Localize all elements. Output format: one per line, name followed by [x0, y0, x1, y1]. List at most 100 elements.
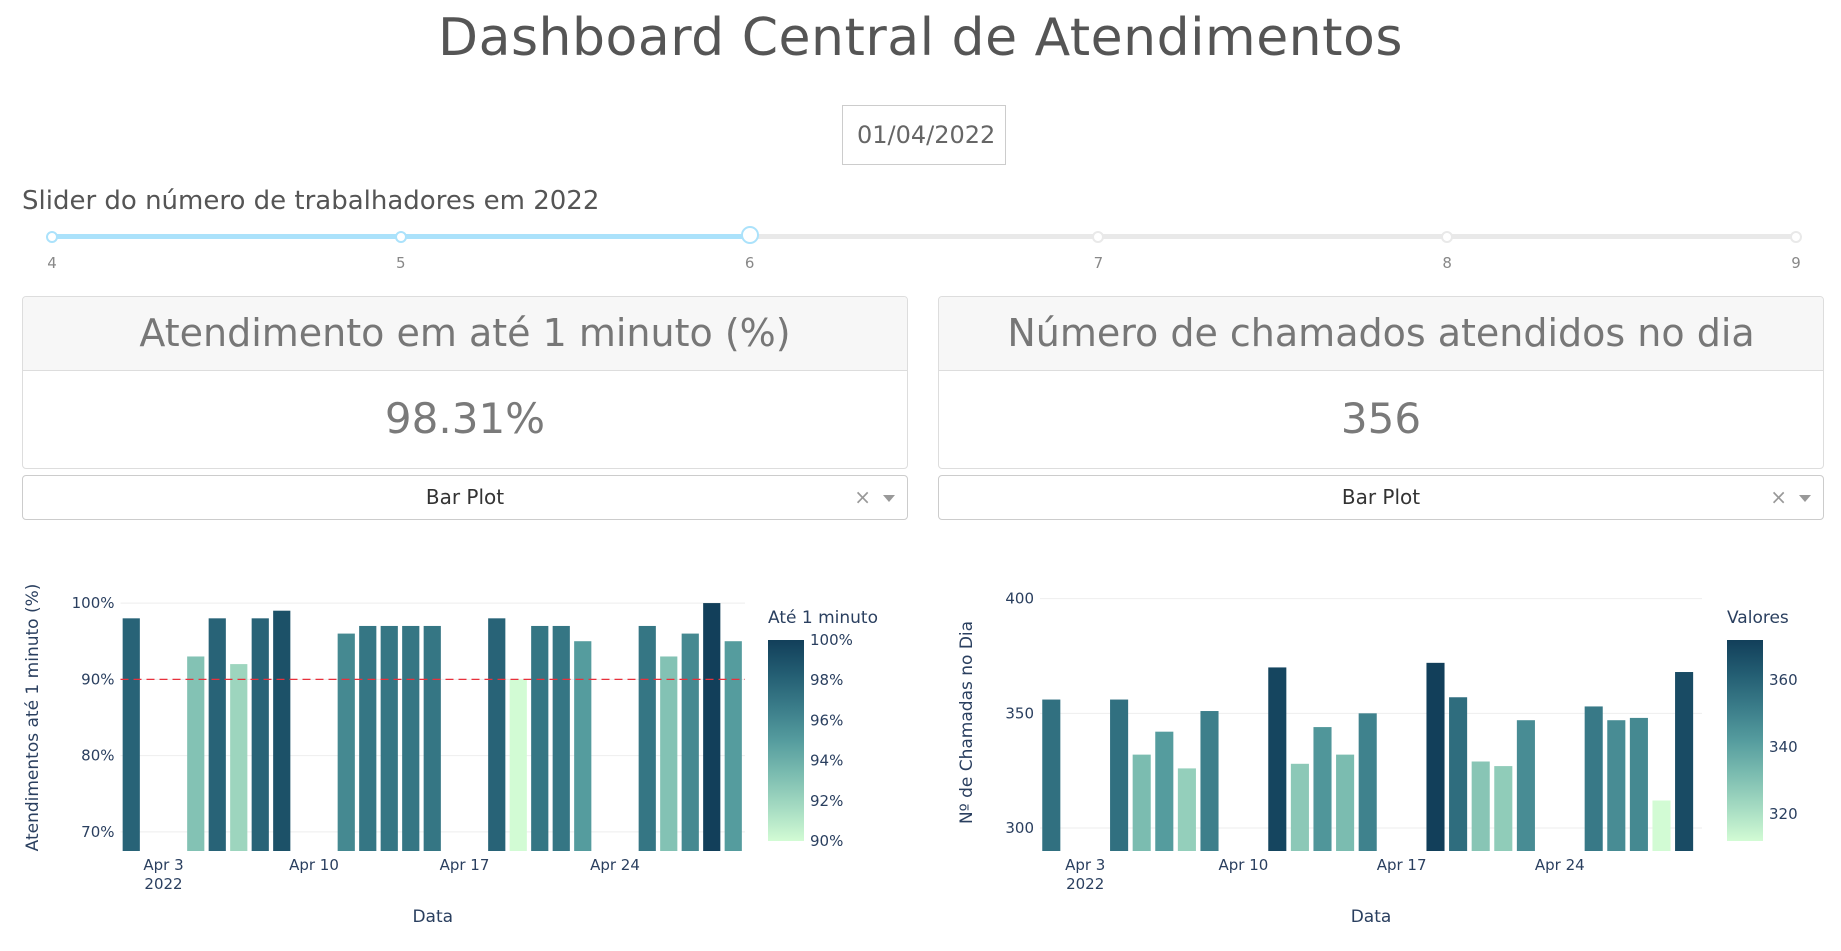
bar — [724, 641, 742, 851]
bar — [552, 625, 570, 851]
bar — [488, 618, 506, 851]
y-tick-label: 80% — [81, 747, 114, 765]
bar — [660, 656, 678, 851]
slider-label: Slider do número de trabalhadores em 202… — [22, 186, 600, 216]
colorbar — [768, 640, 804, 841]
slider-mark-label: 4 — [47, 254, 57, 272]
date-picker-input[interactable]: 01/04/2022 — [842, 105, 1006, 165]
bar — [638, 625, 656, 851]
chevron-down-icon[interactable] — [883, 495, 895, 502]
bar — [1110, 699, 1129, 851]
x-axis-title: Data — [412, 907, 453, 927]
dropdown-left-value: Bar Plot — [425, 485, 505, 509]
workers-slider[interactable]: 4 5 6 7 8 9 — [46, 226, 1802, 272]
colorbar-tick-label: 94% — [810, 752, 843, 770]
slider-handle[interactable] — [740, 226, 759, 244]
bar — [1426, 662, 1445, 851]
y-tick-label: 400 — [1005, 590, 1034, 608]
plot-type-dropdown-left[interactable]: Bar Plot × — [22, 475, 908, 520]
slider-mark-label: 9 — [1791, 254, 1801, 272]
bar — [1516, 720, 1535, 851]
x-tick-label: Apr 24 — [1535, 856, 1585, 874]
page-title: Dashboard Central de Atendimentos — [438, 8, 1403, 68]
bar — [337, 633, 355, 851]
slider-mark-label: 6 — [744, 254, 755, 272]
colorbar-tick-label: 340 — [1769, 738, 1798, 756]
colorbar-title: Até 1 minuto — [768, 608, 878, 628]
slider-dot[interactable] — [1441, 231, 1454, 243]
colorbar-tick-label: 360 — [1769, 671, 1798, 689]
bar — [359, 625, 377, 851]
y-tick-label: 300 — [1005, 819, 1034, 837]
colorbar — [1727, 640, 1763, 841]
x-tick-label: Apr 24 — [590, 856, 640, 874]
x-tick-label: Apr 10 — [289, 856, 339, 874]
slider-mark-label: 8 — [1442, 254, 1452, 272]
plot-type-dropdown-right[interactable]: Bar Plot × — [938, 475, 1824, 520]
bar — [681, 633, 699, 851]
bar — [1584, 706, 1603, 851]
x-tick-label: Apr 3 — [1065, 856, 1105, 874]
bar — [574, 641, 592, 851]
bar — [230, 664, 248, 851]
bar — [273, 610, 291, 851]
colorbar-tick-label: 100% — [810, 631, 853, 649]
card-calls-count-value: 356 — [1340, 394, 1422, 443]
bar — [531, 625, 549, 851]
bar — [509, 679, 527, 851]
bar — [251, 618, 269, 851]
bar — [1652, 800, 1671, 851]
card-answer-rate-value: 98.31% — [384, 394, 546, 443]
slider-dot[interactable] — [1790, 231, 1802, 243]
x-tick-label: Apr 10 — [1218, 856, 1268, 874]
slider-dot[interactable] — [46, 231, 58, 243]
dropdown-right-value: Bar Plot — [1341, 485, 1421, 509]
bar — [1177, 768, 1196, 851]
bar — [1629, 717, 1648, 851]
colorbar-tick-label: 98% — [810, 671, 843, 689]
bar — [1449, 697, 1468, 851]
bar — [1675, 672, 1694, 851]
bar — [122, 618, 140, 851]
bar — [703, 603, 721, 851]
slider-mark-label: 7 — [1093, 254, 1104, 272]
y-axis-title: Nº de Chamadas no Dia — [957, 621, 977, 824]
clear-icon[interactable]: × — [1770, 485, 1787, 509]
y-tick-label: 350 — [1005, 704, 1034, 722]
x-tick-label: Apr 17 — [1377, 856, 1427, 874]
card-calls-count: Número de chamados atendidos no dia 356 — [938, 296, 1824, 469]
bar — [1607, 720, 1626, 851]
colorbar-tick-label: 90% — [810, 832, 843, 850]
y-tick-label: 70% — [81, 823, 114, 841]
x-axis-title: Data — [1351, 907, 1392, 927]
bar — [1494, 766, 1513, 851]
colorbar-tick-label: 320 — [1769, 805, 1798, 823]
slider-dot[interactable] — [1092, 231, 1105, 243]
chevron-down-icon[interactable] — [1799, 495, 1811, 502]
colorbar-title: Valores — [1727, 608, 1789, 628]
bar — [1336, 754, 1355, 851]
bar — [1358, 713, 1377, 851]
bar — [380, 625, 398, 851]
clear-icon[interactable]: × — [854, 485, 871, 509]
bar — [208, 618, 226, 851]
bar — [1155, 731, 1174, 851]
y-tick-label: 100% — [72, 594, 115, 612]
bar — [402, 625, 420, 851]
bar — [1290, 763, 1309, 851]
colorbar-tick-label: 96% — [810, 711, 843, 729]
x-tick-label: 2022 — [144, 875, 182, 893]
slider-dot[interactable] — [394, 231, 407, 243]
x-tick-label: Apr 3 — [143, 856, 183, 874]
x-tick-label: Apr 17 — [440, 856, 490, 874]
bar — [1132, 754, 1151, 851]
slider-rail[interactable] — [52, 234, 1796, 239]
card-answer-rate-header: Atendimento em até 1 minuto (%) — [23, 297, 907, 371]
colorbar-tick-label: 92% — [810, 792, 843, 810]
bar — [1313, 727, 1332, 851]
y-axis-title: Atendimentos até 1 minuto (%) — [23, 584, 43, 852]
bar — [1471, 761, 1490, 851]
bar — [1042, 699, 1061, 851]
